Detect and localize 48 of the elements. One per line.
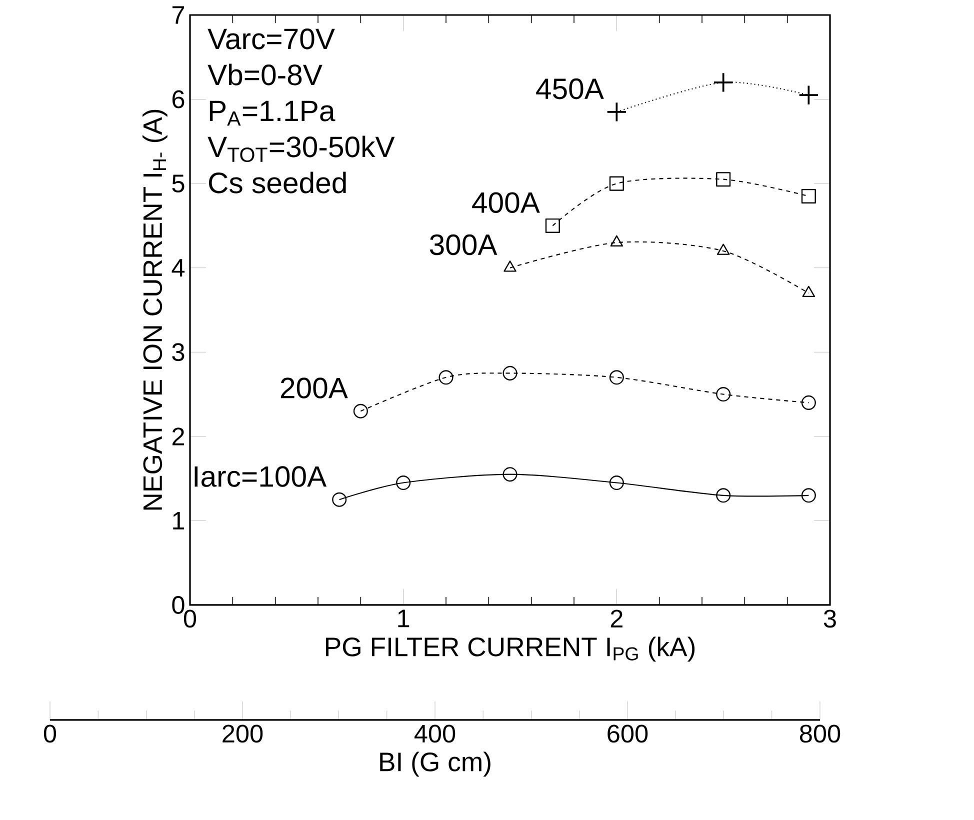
- x2-tick-label: 400: [414, 724, 456, 743]
- point: [396, 476, 411, 490]
- point: [545, 218, 560, 233]
- y-tick-label: 2: [172, 428, 184, 446]
- point: [609, 476, 624, 490]
- point: [606, 102, 627, 122]
- series-label: 300A: [430, 234, 498, 256]
- point: [716, 488, 731, 503]
- point: [798, 84, 819, 106]
- point: [502, 366, 518, 380]
- point: [713, 72, 734, 93]
- series-label: 400A: [472, 192, 540, 213]
- point: [801, 488, 816, 503]
- point: [801, 188, 816, 204]
- x2-axis-title: BI (G cm): [380, 752, 490, 777]
- point: [502, 467, 518, 482]
- x-tick-label: 2: [610, 610, 622, 628]
- y-tick-label: 0: [172, 596, 184, 614]
- annotation: P$_{A}$=1.1Pa: [210, 100, 336, 126]
- x2-tick-label: 200: [222, 724, 263, 743]
- series-label: 200A: [280, 378, 348, 398]
- annotation: V$_{TOT}$=30-50kV: [208, 136, 395, 162]
- annotation: Vb=0-8V: [208, 64, 322, 86]
- x2-tick-label: 800: [800, 724, 840, 743]
- y-tick-label: 3: [172, 343, 184, 362]
- y-tick-label: 6: [172, 90, 184, 108]
- annotation: Varc=70V: [208, 28, 335, 50]
- x-axis-title: PG FILTER CURRENT I$_{PG}$ (kA): [326, 636, 695, 662]
- y-tick-label: 7: [172, 6, 184, 24]
- y-axis-title: NEGATIVE ION CURRENT I$_{H-}$ (A): [142, 110, 168, 510]
- x-tick-label: 3: [824, 610, 836, 628]
- y-tick-label: 5: [172, 174, 184, 192]
- point: [609, 176, 624, 191]
- point: [332, 492, 347, 507]
- annotation: Cs seeded: [209, 172, 346, 194]
- point: [716, 387, 731, 402]
- point: [716, 172, 731, 187]
- y-tick-label: 4: [172, 259, 185, 277]
- x-tick-label: 1: [398, 610, 410, 628]
- point: [438, 370, 454, 385]
- y-tick-label: 1: [173, 512, 184, 530]
- point: [609, 370, 624, 385]
- series-label: 450A: [536, 78, 604, 100]
- x2-tick-label: 0: [44, 724, 56, 743]
- x2-tick-label: 600: [608, 724, 648, 743]
- point: [801, 395, 816, 410]
- point: [353, 404, 368, 418]
- series-label: Iarc=100A: [194, 466, 327, 487]
